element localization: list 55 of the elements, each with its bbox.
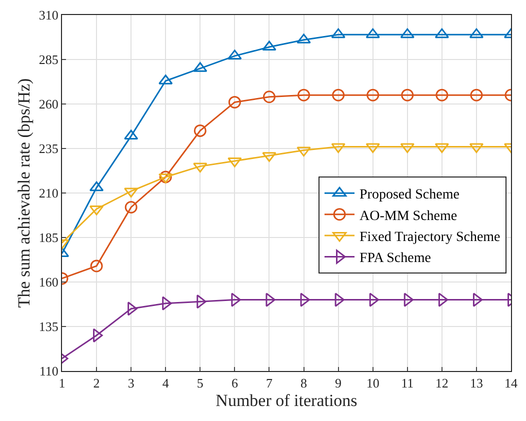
y-tick-label: 210: [38, 186, 58, 201]
point: [298, 88, 310, 102]
y-tick-label: 285: [38, 52, 58, 68]
x-axis-title: Number of iterations: [216, 391, 358, 410]
x-tick-label: 6: [231, 376, 238, 391]
point: [366, 28, 380, 38]
y-tick-label: 260: [38, 96, 58, 112]
x-tick-label: 13: [470, 376, 483, 391]
x-tick-label: 4: [162, 376, 170, 391]
point: [124, 130, 138, 140]
y-axis-title: The sum achievable rate (bps/Hz): [14, 78, 34, 308]
point: [400, 28, 414, 38]
x-tick-label: 10: [366, 376, 380, 391]
point: [262, 40, 276, 51]
point: [472, 292, 483, 307]
legend-label: AO-MM Scheme: [360, 208, 458, 224]
x-tick-label: 1: [58, 376, 66, 391]
point: [469, 28, 484, 38]
x-tick-label: 2: [93, 376, 100, 391]
point: [434, 28, 450, 38]
point: [366, 88, 380, 102]
point: [228, 96, 241, 108]
x-tick-label: 8: [300, 376, 308, 391]
point: [332, 88, 345, 102]
y-tick-label: 185: [38, 230, 58, 246]
point: [159, 170, 172, 184]
x-tick-label: 5: [196, 376, 204, 391]
y-tick-label: 310: [38, 8, 58, 23]
point: [194, 124, 206, 137]
point: [124, 200, 138, 214]
point: [438, 292, 448, 307]
point: [470, 88, 483, 102]
y-tick-label: 160: [38, 274, 58, 290]
point: [90, 260, 103, 272]
legend-label: Proposed Scheme: [360, 188, 460, 203]
y-tick-label: 110: [39, 364, 58, 379]
legend-label: Fixed Trajectory Scheme: [360, 230, 500, 245]
point: [331, 28, 346, 38]
x-tick-label: 12: [435, 376, 448, 391]
legend-label: FPA Scheme: [360, 251, 431, 266]
x-tick-label: 11: [401, 376, 414, 391]
x-tick-label: 9: [335, 376, 342, 391]
point: [369, 292, 380, 307]
point: [300, 292, 310, 307]
y-tick-label: 135: [38, 319, 58, 334]
x-tick-label: 3: [128, 376, 134, 391]
x-tick-label: 7: [266, 376, 273, 391]
x-tick-label: 14: [504, 376, 518, 391]
point: [401, 88, 414, 102]
point: [262, 90, 276, 104]
point: [89, 181, 104, 192]
point: [436, 88, 448, 102]
point: [334, 292, 345, 307]
point: [404, 292, 414, 307]
y-tick-label: 235: [38, 141, 58, 156]
